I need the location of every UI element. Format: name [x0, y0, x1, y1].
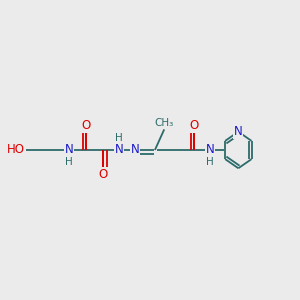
Text: H: H — [206, 158, 214, 167]
Text: H: H — [116, 133, 123, 142]
Text: CH₃: CH₃ — [154, 118, 174, 128]
Text: N: N — [206, 143, 214, 157]
Text: N: N — [234, 125, 243, 138]
Text: N: N — [65, 143, 74, 157]
Text: N: N — [115, 143, 124, 157]
Text: H: H — [65, 158, 73, 167]
Text: O: O — [190, 119, 199, 132]
Text: O: O — [82, 119, 91, 132]
Text: N: N — [131, 143, 140, 157]
Text: O: O — [99, 168, 108, 181]
Text: HO: HO — [7, 143, 25, 157]
